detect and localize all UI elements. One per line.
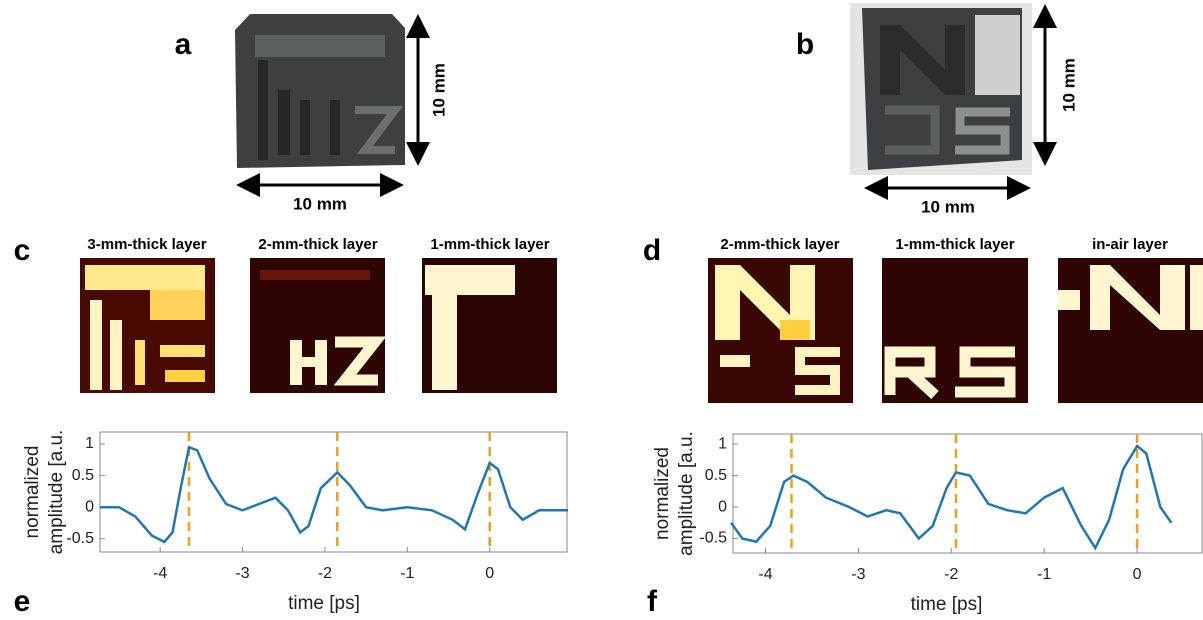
figure: 10 mm 10 mm 10 mm 10 mm a b c d e f 3-mm… (0, 0, 1203, 620)
data-line (100, 447, 568, 542)
y-axis-label: normalized (652, 447, 673, 540)
x-tick-label: 0 (485, 565, 494, 582)
y-tick-label: 1 (85, 435, 94, 452)
scale-label: 10 mm (1059, 58, 1078, 112)
y-tick-label: 0.5 (705, 467, 727, 484)
panel-label: e (14, 585, 31, 618)
heatmap (1058, 258, 1203, 403)
heatmap (422, 258, 557, 393)
photo-b (850, 3, 1032, 175)
photo-a (235, 14, 405, 168)
x-axis-label: time [ps] (911, 594, 983, 615)
y-tick-label: 0.5 (72, 467, 94, 484)
plot-area (733, 434, 1202, 553)
y-axis-label: normalized (22, 446, 43, 539)
layer-title: 1-mm-thick layer (430, 236, 549, 253)
y-axis-label: amplitude [a.u. (46, 430, 67, 555)
x-tick-label: -3 (235, 565, 249, 582)
heatmap (708, 258, 853, 403)
x-axis-label: time [ps] (288, 593, 360, 614)
heatmap (250, 258, 385, 393)
layer-title: 2-mm-thick layer (258, 236, 377, 253)
x-tick-label: -1 (400, 565, 414, 582)
y-tick-label: -0.5 (699, 530, 727, 547)
data-line (731, 446, 1171, 548)
layer-title: 3-mm-thick layer (87, 236, 206, 253)
panel-label: d (643, 234, 661, 267)
panel-label: f (647, 585, 658, 618)
panel-label: b (796, 28, 814, 61)
x-tick-label: -1 (1037, 566, 1051, 583)
x-tick-label: 0 (1133, 566, 1142, 583)
scale-label: 10 mm (921, 197, 975, 216)
panel-label: a (175, 28, 192, 61)
layer-title: 1-mm-thick layer (895, 236, 1014, 253)
heatmap (80, 258, 215, 393)
layer-title: 2-mm-thick layer (720, 236, 839, 253)
x-tick-label: -3 (851, 566, 865, 583)
y-tick-label: 0 (85, 498, 94, 515)
y-tick-label: -0.5 (66, 530, 94, 547)
x-tick-label: -2 (944, 566, 958, 583)
x-tick-label: -2 (318, 565, 332, 582)
panel-label: c (14, 234, 31, 267)
heatmap (882, 258, 1028, 403)
layer-title: in-air layer (1092, 236, 1168, 253)
scale-label: 10 mm (293, 194, 347, 213)
scale-label: 10 mm (429, 63, 448, 117)
y-tick-label: 0 (718, 498, 727, 515)
y-axis-label: amplitude [a.u. (676, 431, 697, 556)
x-tick-label: -4 (153, 565, 167, 582)
y-tick-label: 1 (718, 435, 727, 452)
x-tick-label: -4 (758, 566, 772, 583)
